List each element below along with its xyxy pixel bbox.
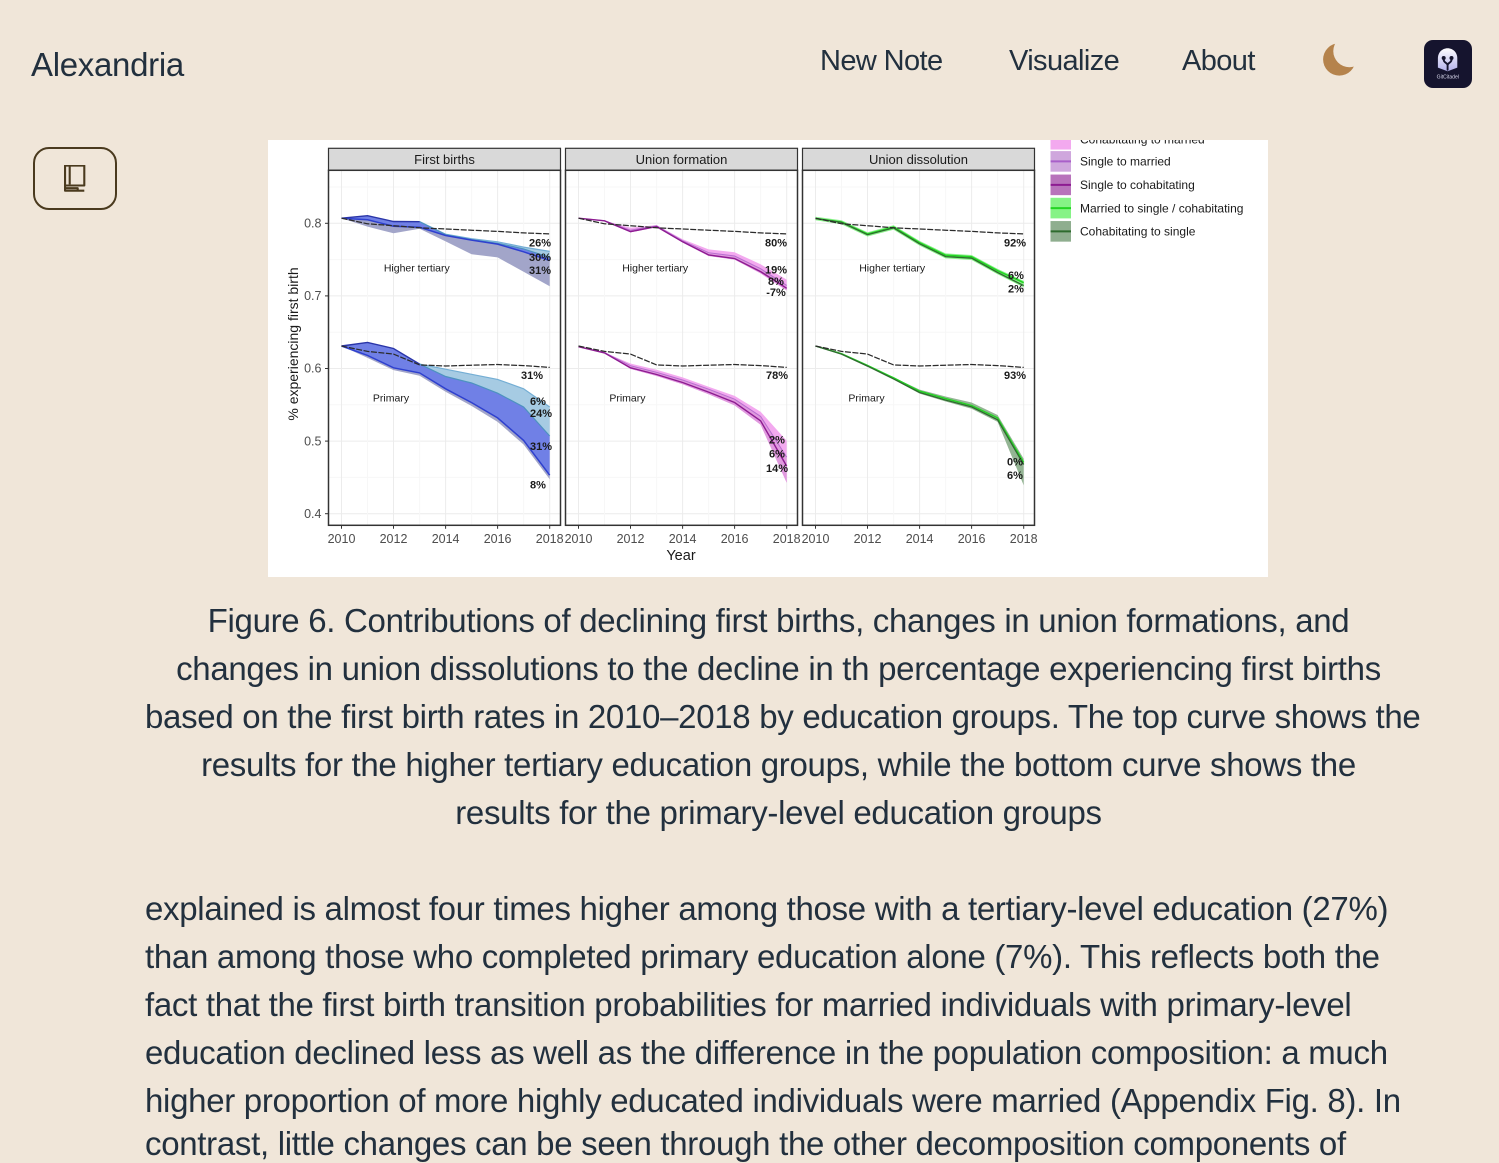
svg-text:Year: Year [666,548,695,564]
svg-text:93%: 93% [1004,370,1026,382]
svg-text:31%: 31% [521,370,543,382]
svg-text:0.5: 0.5 [304,434,321,448]
svg-text:2014: 2014 [906,532,934,546]
svg-text:24%: 24% [530,408,552,420]
svg-text:% experiencing first birth: % experiencing first birth [285,267,301,420]
svg-text:30%: 30% [529,252,551,264]
svg-text:78%: 78% [766,370,788,382]
svg-text:0.7: 0.7 [304,289,321,303]
svg-text:31%: 31% [529,265,551,277]
svg-text:8%: 8% [530,479,546,491]
svg-text:2016: 2016 [484,532,512,546]
svg-text:14%: 14% [766,463,788,475]
svg-text:2018: 2018 [773,532,801,546]
svg-text:2012: 2012 [617,532,645,546]
svg-text:2014: 2014 [669,532,697,546]
svg-text:First births: First births [414,152,475,167]
svg-text:Higher tertiary: Higher tertiary [622,263,689,275]
svg-text:Primary: Primary [609,393,646,405]
svg-text:0.8: 0.8 [304,217,321,231]
svg-text:2012: 2012 [854,532,882,546]
svg-text:92%: 92% [1004,237,1026,249]
svg-text:GitCitadel: GitCitadel [1437,74,1459,80]
svg-text:2010: 2010 [565,532,593,546]
svg-text:Cohabitating to single: Cohabitating to single [1080,225,1196,239]
svg-text:26%: 26% [529,237,551,249]
svg-text:0%: 0% [1007,456,1023,468]
svg-text:Union dissolution: Union dissolution [869,152,968,167]
svg-text:2018: 2018 [536,532,564,546]
svg-text:0.4: 0.4 [304,507,321,521]
svg-text:8%: 8% [768,276,784,288]
svg-text:19%: 19% [765,265,787,277]
svg-text:Union formation: Union formation [636,152,728,167]
svg-text:Primary: Primary [373,393,410,405]
svg-text:2010: 2010 [328,532,356,546]
svg-text:6%: 6% [1008,270,1024,282]
svg-text:31%: 31% [530,441,552,453]
svg-text:2016: 2016 [721,532,749,546]
svg-text:-7%: -7% [766,287,786,299]
svg-text:0.6: 0.6 [304,362,321,376]
svg-text:Single to married: Single to married [1080,155,1171,169]
svg-text:Married to single / cohabitati: Married to single / cohabitating [1080,201,1243,215]
svg-text:2%: 2% [1008,284,1024,296]
svg-text:2%: 2% [769,435,785,447]
svg-text:2014: 2014 [432,532,460,546]
svg-text:Cohabitating to married: Cohabitating to married [1080,140,1205,147]
svg-text:Higher tertiary: Higher tertiary [859,263,926,275]
svg-text:6%: 6% [530,396,546,408]
svg-text:6%: 6% [1007,470,1023,482]
svg-text:2010: 2010 [802,532,830,546]
svg-text:80%: 80% [765,237,787,249]
svg-text:Single to cohabitating: Single to cohabitating [1080,178,1195,192]
svg-text:Higher tertiary: Higher tertiary [384,263,451,275]
svg-text:2012: 2012 [380,532,408,546]
svg-text:2016: 2016 [958,532,986,546]
svg-text:2018: 2018 [1010,532,1038,546]
svg-text:6%: 6% [769,448,785,460]
svg-text:Primary: Primary [848,393,885,405]
